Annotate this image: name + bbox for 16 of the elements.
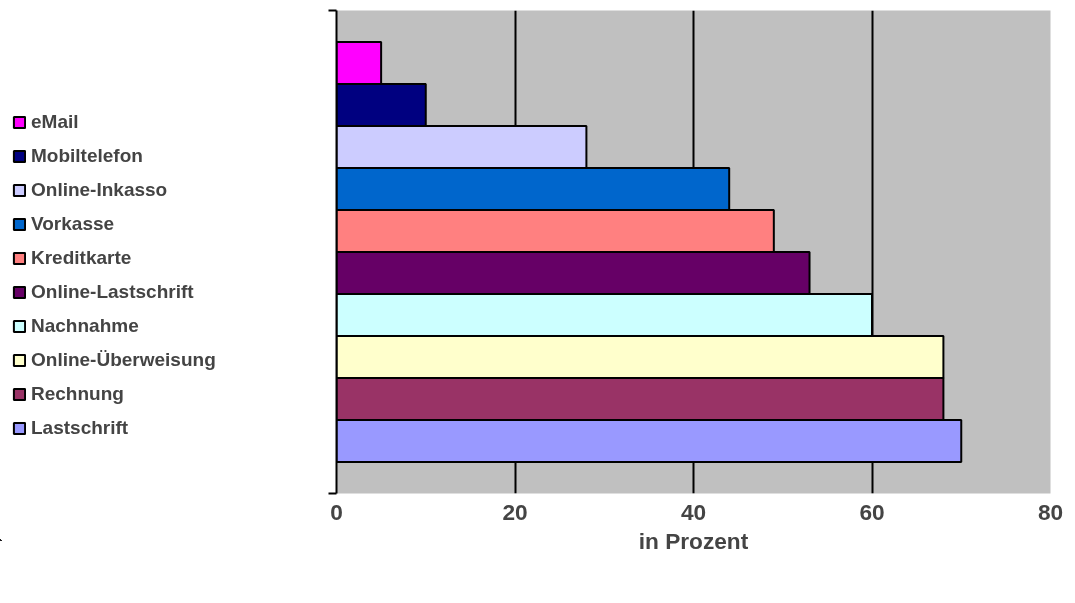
legend-label: Kreditkarte (31, 247, 132, 269)
x-axis-title: in Prozent (638, 527, 749, 554)
legend-label: Online-Inkasso (31, 179, 168, 201)
legend-label: Online-Überweisung (31, 349, 216, 371)
x-tick-label: 0 (330, 498, 343, 525)
x-tick-label: 60 (859, 498, 885, 525)
legend-label: Lastschrift (31, 417, 129, 439)
x-tick-label: 80 (1037, 498, 1064, 525)
legend-label: Nachnahme (31, 315, 139, 337)
legend-label: Rechnung (31, 383, 124, 405)
legend-label: eMail (31, 111, 79, 133)
legend-label: Online-Lastschrift (31, 281, 194, 303)
legend-label: Vorkasse (31, 213, 115, 235)
x-tick-label: 40 (680, 498, 707, 525)
x-tick-label: 20 (502, 498, 528, 525)
legend-label: Mobiltelefon (31, 145, 143, 167)
